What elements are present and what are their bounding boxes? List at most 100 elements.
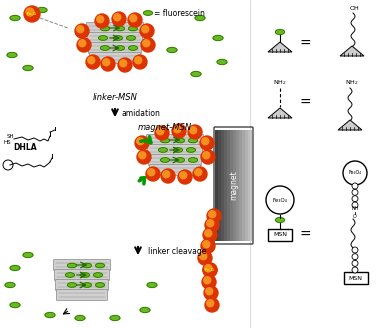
Polygon shape [338, 120, 362, 130]
Circle shape [155, 126, 169, 140]
Ellipse shape [189, 158, 198, 162]
FancyBboxPatch shape [344, 272, 368, 284]
Circle shape [205, 298, 219, 312]
Ellipse shape [23, 66, 33, 71]
Circle shape [103, 59, 110, 66]
FancyBboxPatch shape [242, 130, 246, 241]
FancyBboxPatch shape [149, 165, 200, 175]
Text: Fe$_3$O$_4$: Fe$_3$O$_4$ [26, 11, 38, 18]
Ellipse shape [143, 11, 152, 15]
FancyBboxPatch shape [149, 154, 201, 166]
Circle shape [139, 152, 146, 159]
Ellipse shape [191, 72, 201, 76]
Circle shape [190, 127, 197, 134]
Circle shape [148, 169, 155, 176]
Ellipse shape [114, 36, 122, 40]
Text: Fe₃O₄: Fe₃O₄ [348, 171, 361, 175]
Circle shape [205, 265, 212, 272]
Circle shape [157, 128, 164, 135]
Circle shape [163, 171, 170, 178]
Circle shape [203, 152, 210, 159]
Circle shape [202, 138, 209, 145]
Text: NH: NH [351, 207, 359, 212]
Circle shape [86, 55, 100, 69]
Circle shape [352, 196, 358, 202]
Text: NH$_2$: NH$_2$ [273, 78, 287, 88]
Circle shape [204, 277, 211, 284]
Text: OH: OH [350, 6, 360, 10]
Circle shape [143, 40, 150, 47]
Ellipse shape [96, 283, 105, 287]
Circle shape [97, 16, 104, 23]
Circle shape [75, 24, 89, 38]
Ellipse shape [67, 283, 76, 287]
Text: HS: HS [3, 140, 11, 146]
FancyBboxPatch shape [147, 134, 203, 146]
Circle shape [141, 38, 155, 52]
Text: DHLA: DHLA [13, 144, 37, 153]
Text: magnet: magnet [229, 171, 238, 200]
Ellipse shape [276, 30, 285, 34]
Circle shape [112, 12, 126, 26]
FancyBboxPatch shape [245, 130, 249, 241]
Circle shape [88, 57, 95, 64]
FancyBboxPatch shape [221, 130, 225, 241]
Circle shape [206, 288, 213, 295]
Text: = fluorescein: = fluorescein [154, 9, 205, 17]
Circle shape [26, 8, 34, 16]
Circle shape [178, 170, 192, 184]
Circle shape [200, 253, 207, 260]
Circle shape [128, 13, 142, 27]
Circle shape [133, 55, 147, 69]
Circle shape [203, 263, 217, 277]
Ellipse shape [10, 15, 20, 20]
Circle shape [352, 202, 358, 208]
Ellipse shape [37, 8, 47, 12]
Ellipse shape [110, 316, 120, 320]
FancyBboxPatch shape [53, 259, 111, 271]
Ellipse shape [65, 273, 74, 277]
Circle shape [207, 209, 221, 223]
Ellipse shape [100, 46, 109, 50]
Circle shape [352, 247, 358, 253]
Circle shape [101, 57, 115, 71]
Circle shape [135, 57, 142, 64]
Text: Fe$_3$O$_4$: Fe$_3$O$_4$ [204, 267, 216, 274]
Ellipse shape [147, 282, 157, 288]
FancyBboxPatch shape [239, 130, 243, 241]
Ellipse shape [94, 273, 102, 277]
FancyBboxPatch shape [248, 130, 252, 241]
Circle shape [204, 286, 218, 300]
Ellipse shape [174, 148, 183, 152]
Circle shape [352, 267, 358, 273]
Circle shape [207, 220, 214, 227]
FancyBboxPatch shape [218, 130, 222, 241]
Polygon shape [268, 108, 292, 118]
Circle shape [114, 14, 121, 21]
Circle shape [95, 14, 109, 28]
Circle shape [180, 172, 187, 179]
Circle shape [135, 136, 149, 150]
FancyBboxPatch shape [230, 130, 234, 241]
Ellipse shape [23, 253, 33, 257]
Polygon shape [340, 46, 364, 56]
Ellipse shape [140, 308, 150, 313]
Circle shape [352, 260, 358, 266]
FancyBboxPatch shape [233, 130, 237, 241]
Circle shape [203, 241, 210, 248]
Circle shape [146, 167, 160, 181]
Text: =: = [299, 37, 311, 51]
Circle shape [343, 161, 367, 185]
Text: O: O [353, 214, 357, 218]
Circle shape [172, 124, 186, 138]
FancyBboxPatch shape [227, 130, 231, 241]
Circle shape [24, 6, 40, 22]
Circle shape [140, 24, 154, 38]
FancyBboxPatch shape [54, 270, 109, 280]
Ellipse shape [75, 316, 85, 320]
Circle shape [209, 211, 216, 218]
FancyBboxPatch shape [89, 52, 140, 64]
FancyBboxPatch shape [224, 130, 228, 241]
Circle shape [201, 239, 215, 253]
FancyBboxPatch shape [268, 229, 292, 241]
